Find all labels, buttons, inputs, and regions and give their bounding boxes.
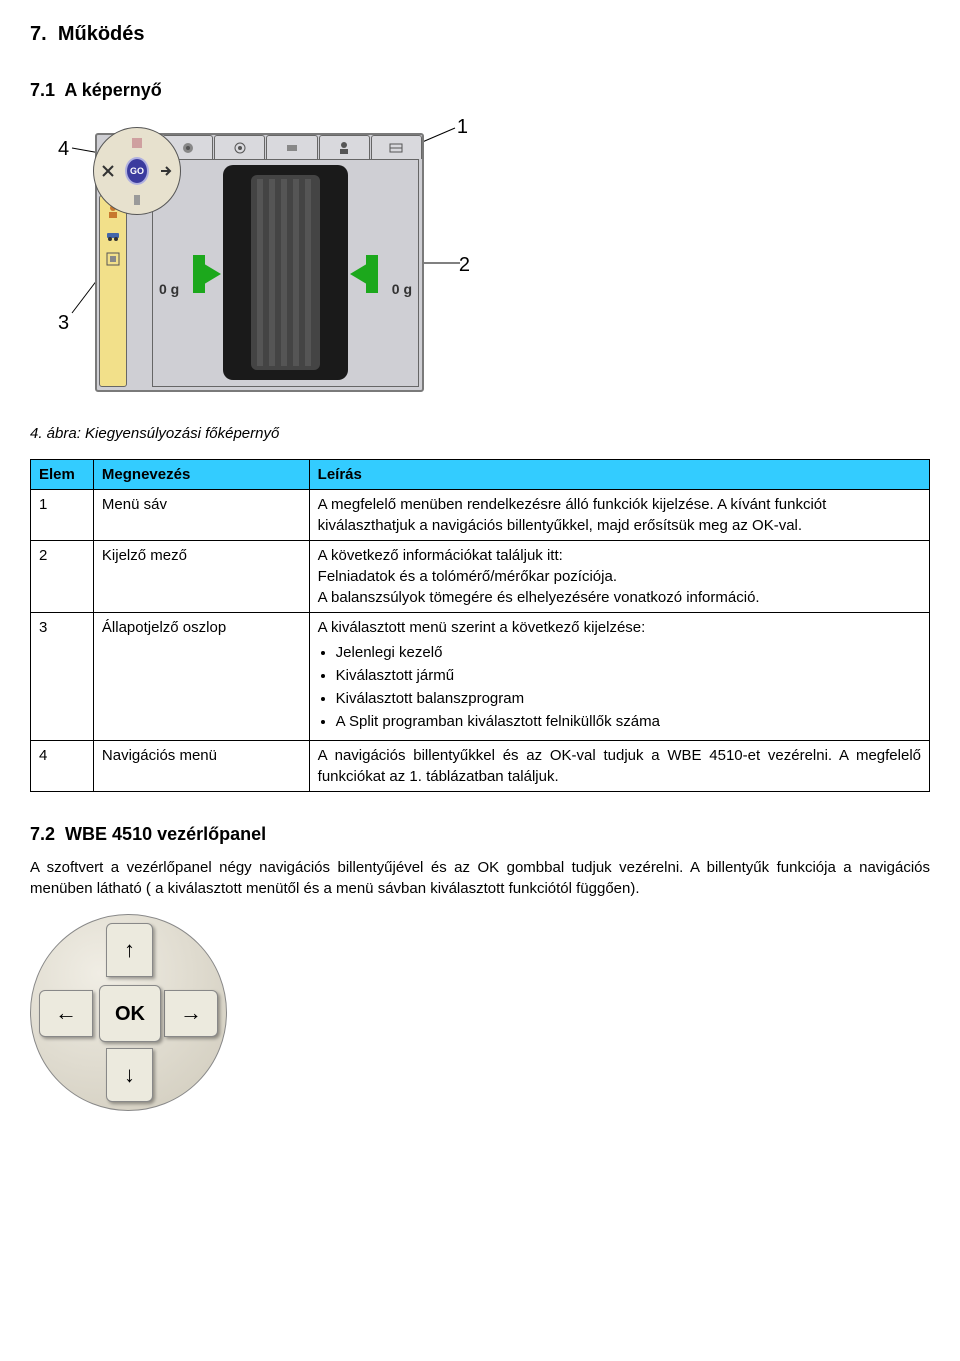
dpad-control: ↑ ↓ ← → OK	[30, 914, 227, 1111]
nav-go-button[interactable]: GO	[125, 157, 149, 185]
th-elem: Elem	[31, 460, 94, 490]
cell-name: Kijelző mező	[93, 541, 309, 613]
bullet: Kiválasztott jármű	[336, 665, 921, 686]
subsection2-heading: 7.2 WBE 4510 vezérlőpanel	[30, 822, 930, 847]
section-title: Működés	[58, 23, 145, 45]
callout-2: 2	[459, 251, 470, 279]
nav-down-icon[interactable]	[125, 188, 149, 212]
figure-balancer-screen: 1 2 3 4 0 g 0 g	[40, 113, 470, 413]
nav-menu[interactable]: GO	[93, 127, 181, 215]
cell-elem: 1	[31, 490, 94, 541]
cell-name: Menü sáv	[93, 490, 309, 541]
cell-desc: A következő információkat találjuk itt: …	[309, 541, 929, 613]
desc-bullets: Jelenlegi kezelő Kiválasztott jármű Kivá…	[336, 642, 921, 732]
tab-2[interactable]	[214, 135, 265, 159]
th-name: Megnevezés	[93, 460, 309, 490]
bullet: A Split programban kiválasztott felnikül…	[336, 711, 921, 732]
program-icon	[104, 250, 122, 268]
table-row: 3 Állapotjelző oszlop A kiválasztott men…	[31, 613, 930, 741]
nav-up-icon[interactable]	[125, 131, 149, 155]
subsection1-number: 7.1	[30, 80, 55, 100]
cell-desc: A kiválasztott menü szerint a következő …	[309, 613, 929, 741]
subsection1-title: A képernyő	[64, 80, 161, 100]
screen-frame: 0 g 0 g GO	[95, 133, 424, 392]
tab-5[interactable]	[371, 135, 422, 159]
section-number: 7.	[30, 23, 47, 45]
elements-table: Elem Megnevezés Leírás 1 Menü sáv A megf…	[30, 459, 930, 792]
dpad-left-button[interactable]: ←	[39, 990, 93, 1037]
cell-elem: 2	[31, 541, 94, 613]
desc-intro: A kiválasztott menü szerint a következő …	[318, 617, 921, 638]
callout-4: 4	[58, 135, 69, 163]
display-area: 0 g 0 g	[152, 159, 419, 387]
dpad-down-button[interactable]: ↓	[106, 1048, 153, 1102]
table-row: 4 Navigációs menü A navigációs billentyű…	[31, 741, 930, 792]
desc-line: A következő információkat találjuk itt:	[318, 545, 921, 566]
table-row: 2 Kijelző mező A következő információkat…	[31, 541, 930, 613]
dpad-ok-button[interactable]: OK	[99, 985, 161, 1042]
bullet: Jelenlegi kezelő	[336, 642, 921, 663]
dpad-right-button[interactable]: →	[164, 990, 218, 1037]
tire-graphic	[223, 165, 348, 380]
weight-right-label: 0 g	[392, 280, 412, 300]
cell-name: Állapotjelző oszlop	[93, 613, 309, 741]
arrow-right	[350, 262, 370, 286]
section-heading: 7. Működés	[30, 20, 930, 48]
tab-4[interactable]	[319, 135, 370, 159]
bullet: Kiválasztott balanszprogram	[336, 688, 921, 709]
th-desc: Leírás	[309, 460, 929, 490]
nav-cancel-icon[interactable]	[96, 159, 120, 183]
status-column	[99, 195, 127, 387]
subsection-heading: 7.1 A képernyő	[30, 78, 930, 103]
cell-desc: A navigációs billentyűkkel és az OK-val …	[309, 741, 929, 792]
callout-1: 1	[457, 113, 468, 141]
cell-elem: 3	[31, 613, 94, 741]
vehicle-icon	[104, 226, 122, 244]
cell-desc: A megfelelő menüben rendelkezésre álló f…	[309, 490, 929, 541]
subsection2-title: WBE 4510 vezérlőpanel	[65, 824, 266, 844]
arrow-left	[201, 262, 221, 286]
callout-3: 3	[58, 309, 69, 337]
menu-bar[interactable]	[162, 135, 422, 159]
weight-left-label: 0 g	[159, 280, 179, 300]
figure1-caption: 4. ábra: Kiegyensúlyozási főképernyő	[30, 423, 930, 444]
nav-right-icon[interactable]	[154, 159, 178, 183]
cell-name: Navigációs menü	[93, 741, 309, 792]
subsection2-number: 7.2	[30, 824, 55, 844]
table-row: 1 Menü sáv A megfelelő menüben rendelkez…	[31, 490, 930, 541]
dpad-up-button[interactable]: ↑	[106, 923, 153, 977]
cell-elem: 4	[31, 741, 94, 792]
desc-line: A balanszsúlyok tömegére és elhelyezésér…	[318, 587, 921, 608]
tab-3[interactable]	[266, 135, 317, 159]
desc-line: Felniadatok és a tolómérő/mérőkar pozíci…	[318, 566, 921, 587]
control-panel-paragraph: A szoftvert a vezérlőpanel négy navigáci…	[30, 857, 930, 899]
